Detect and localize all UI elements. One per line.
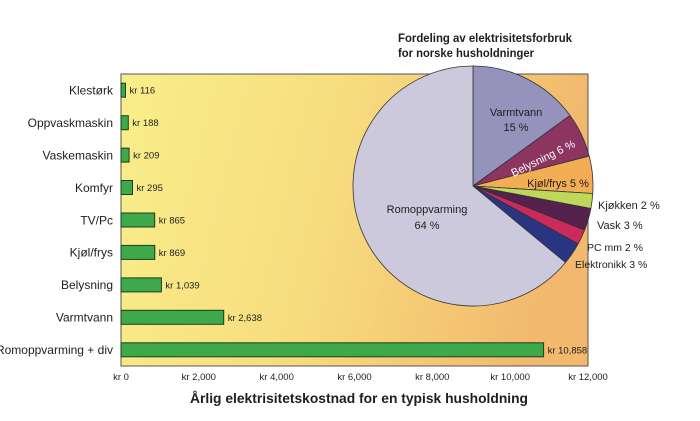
value-label: kr 209: [133, 151, 159, 162]
bar: [120, 244, 156, 260]
bar-row: Komfyr kr 295: [75, 180, 163, 195]
bar-row: Klestørk kr 116: [69, 82, 156, 98]
bar: [120, 277, 162, 293]
category-label: Kjøl/frys: [70, 246, 113, 260]
pie-slice-varmtvann: [472, 65, 571, 187]
bar-row: Kjøl/frys kr 869: [70, 244, 185, 260]
value-label: kr 869: [159, 248, 185, 259]
pie-chart: [352, 65, 594, 307]
pie-label-varmtvann-pct: 15 %: [503, 122, 528, 134]
bar: [120, 342, 545, 358]
x-axis-ticks: kr 0 kr 2,000 kr 4,000 kr 6,000 kr 8,000…: [113, 372, 608, 383]
category-label: Belysning: [61, 278, 113, 292]
x-tick-label: kr 10,000: [490, 372, 530, 383]
pie-title: Fordeling av elektrisitetsforbruk for no…: [398, 31, 572, 60]
pie-label-vask: Vask 3 %: [597, 220, 643, 232]
x-axis-title: Årlig elektrisitetskostnad for en typisk…: [190, 390, 528, 406]
bar: [120, 309, 225, 325]
bar-row: Romoppvarming + div kr 10,858: [0, 342, 588, 358]
category-label: Romoppvarming + div: [0, 343, 113, 357]
bar-series: Klestørk kr 116 Oppvaskmaskin kr 188 Vas…: [0, 82, 588, 358]
pie-label-kjokken: Kjøkken 2 %: [598, 200, 660, 212]
pie-label-varmtvann-name: Varmtvann: [490, 107, 542, 119]
pie-label-romoppvarming-pct: 64 %: [414, 220, 439, 232]
value-label: kr 1,039: [165, 280, 199, 291]
pie-label-pc-mm: PC mm 2 %: [587, 242, 643, 254]
x-tick-label: kr 12,000: [568, 372, 608, 383]
value-label: kr 10,858: [548, 345, 588, 356]
pie-label-kjol-frys: Kjøl/frys 5 %: [527, 178, 589, 190]
bar: [120, 115, 129, 131]
category-label: Varmtvann: [56, 311, 113, 325]
value-label: kr 188: [132, 118, 158, 129]
x-tick-label: kr 0: [113, 372, 129, 383]
bar: [120, 82, 126, 98]
category-label: Klestørk: [69, 84, 114, 98]
category-label: Komfyr: [75, 181, 113, 195]
x-tick-label: kr 6,000: [337, 372, 371, 383]
x-tick-label: kr 2,000: [182, 372, 216, 383]
value-label: kr 116: [130, 86, 156, 97]
value-label: kr 295: [137, 183, 163, 194]
value-label: kr 865: [159, 216, 185, 227]
x-tick-label: kr 4,000: [260, 372, 294, 383]
x-tick-label: kr 8,000: [415, 372, 449, 383]
bar-row: Belysning kr 1,039: [61, 277, 200, 293]
bar-row: Varmtvann kr 2,638: [56, 309, 262, 325]
pie-title-line-2: for norske husholdninger: [398, 46, 534, 60]
pie-title-line-1: Fordeling av elektrisitetsforbruk: [398, 31, 572, 45]
value-label: kr 2,638: [228, 313, 262, 324]
bar: [120, 180, 133, 195]
bar-row: TV/Pc kr 865: [80, 212, 185, 228]
category-label: Vaskemaskin: [43, 148, 113, 162]
bar-row: Oppvaskmaskin kr 188: [28, 115, 159, 131]
category-label: Oppvaskmaskin: [28, 116, 113, 130]
pie-slice-romoppvarming: [352, 65, 566, 307]
pie-label-elektronikk: Elektronikk 3 %: [575, 259, 647, 271]
category-label: TV/Pc: [80, 213, 113, 227]
bar: [120, 147, 130, 163]
bar-row: Vaskemaskin kr 209: [43, 147, 160, 163]
bar: [120, 212, 156, 228]
pie-label-romoppvarming-name: Romoppvarming: [387, 204, 468, 216]
